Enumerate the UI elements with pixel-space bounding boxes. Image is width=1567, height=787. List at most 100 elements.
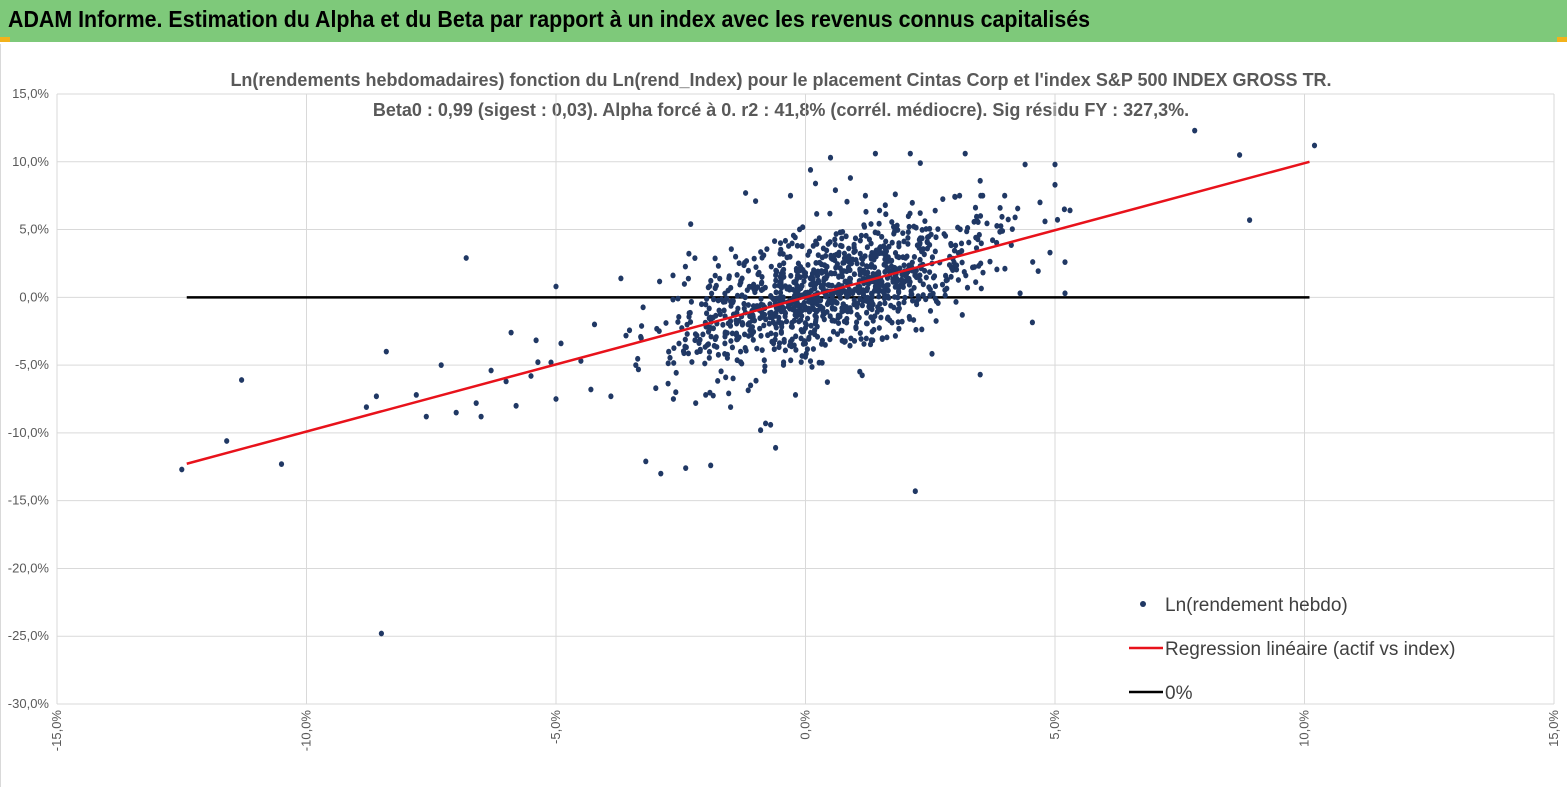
data-point	[929, 350, 935, 357]
data-point	[463, 255, 469, 261]
data-point	[508, 329, 514, 336]
data-point	[951, 247, 958, 254]
data-point	[848, 335, 854, 342]
data-point	[782, 347, 789, 354]
y-tick-label: -15,0%	[8, 493, 50, 508]
data-point	[877, 279, 883, 286]
data-point	[933, 318, 939, 324]
data-point	[1052, 161, 1058, 168]
data-point	[839, 235, 845, 242]
data-point	[702, 360, 708, 367]
data-point	[639, 323, 645, 329]
data-point	[722, 290, 728, 297]
data-point	[994, 223, 1000, 229]
y-tick-label: 15,0%	[12, 86, 49, 101]
data-point	[823, 268, 829, 274]
data-point	[880, 283, 886, 289]
data-point	[802, 306, 808, 313]
data-point	[876, 293, 882, 300]
data-point	[833, 231, 839, 237]
data-point	[772, 321, 778, 328]
data-point	[685, 275, 692, 282]
data-point	[1035, 268, 1041, 274]
data-point	[896, 325, 902, 332]
data-point	[778, 320, 784, 327]
data-point	[758, 427, 764, 434]
report-title: ADAM Informe. Estimation du Alpha et du …	[8, 6, 1091, 32]
data-point	[888, 302, 894, 309]
data-point	[927, 225, 933, 232]
data-point	[920, 246, 926, 252]
data-point	[824, 379, 831, 385]
data-point	[888, 263, 895, 270]
data-point	[753, 264, 759, 270]
data-point	[528, 373, 534, 379]
data-point	[944, 285, 950, 292]
data-point	[948, 273, 954, 280]
data-point	[909, 199, 915, 206]
data-point	[1047, 249, 1053, 256]
data-point	[913, 274, 920, 281]
data-point	[977, 213, 984, 219]
data-point	[927, 286, 933, 293]
data-point	[683, 344, 689, 351]
data-point	[905, 213, 912, 220]
data-point	[876, 325, 882, 331]
data-point	[706, 305, 712, 312]
data-point	[851, 297, 857, 303]
data-point	[716, 307, 722, 314]
data-point	[859, 302, 866, 309]
data-point	[819, 269, 825, 276]
data-point	[899, 318, 905, 325]
data-point	[853, 324, 859, 330]
y-tick-label: -25,0%	[8, 628, 50, 643]
data-point	[718, 368, 724, 375]
data-point	[898, 281, 904, 288]
data-point	[854, 319, 860, 326]
data-point	[638, 333, 644, 340]
data-point	[722, 340, 728, 347]
data-point	[805, 262, 811, 268]
y-tick-label: -30,0%	[8, 696, 50, 711]
data-point	[653, 385, 659, 392]
data-point	[813, 238, 819, 245]
data-point	[884, 264, 890, 271]
data-point	[413, 392, 419, 398]
data-point	[785, 284, 791, 291]
data-point	[892, 333, 899, 339]
data-point	[768, 309, 774, 316]
data-point	[784, 254, 790, 261]
data-point	[911, 284, 917, 291]
data-point	[738, 279, 744, 286]
data-point	[917, 256, 923, 263]
data-point	[826, 282, 832, 289]
data-point	[760, 286, 766, 292]
data-point	[663, 320, 669, 326]
data-point	[889, 239, 895, 246]
data-point	[688, 221, 694, 228]
data-point	[890, 278, 896, 285]
data-point	[902, 294, 908, 301]
data-point	[839, 243, 845, 250]
data-point	[793, 333, 799, 340]
data-point	[705, 284, 711, 291]
data-point	[909, 259, 915, 266]
data-point	[801, 328, 807, 335]
data-point	[819, 254, 825, 261]
x-tick-label: -15,0%	[49, 710, 64, 752]
data-point	[851, 271, 858, 278]
data-point	[704, 296, 710, 302]
data-point	[771, 346, 777, 353]
data-point	[902, 272, 908, 279]
data-point	[940, 196, 946, 203]
data-point	[799, 353, 805, 359]
data-point	[846, 245, 852, 252]
data-point	[812, 312, 818, 319]
data-point	[656, 328, 662, 334]
data-point	[801, 268, 807, 275]
data-point	[726, 275, 732, 282]
data-point	[994, 239, 1000, 246]
data-point	[832, 236, 838, 243]
data-point	[832, 187, 839, 194]
data-point	[780, 251, 786, 257]
